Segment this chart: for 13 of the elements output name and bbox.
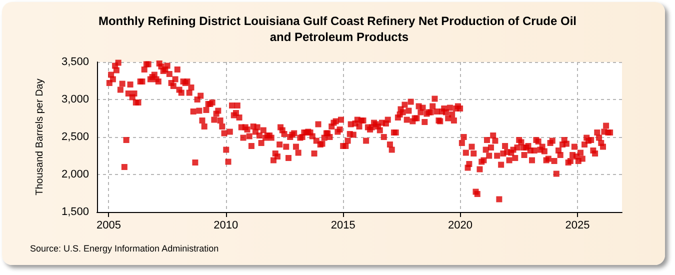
- chart-title: Monthly Refining District Louisiana Gulf Coast Refinery Net Production of Crude Oil and Petroleum Products: [98, 14, 577, 44]
- x-tick-label: 2010: [214, 220, 238, 232]
- x-tick-label: 2020: [448, 220, 473, 232]
- source-note: Source: U.S. Energy Information Administration: [30, 244, 219, 254]
- x-tick-label: 2015: [330, 220, 356, 232]
- y-tick-label: 2,000: [61, 168, 89, 180]
- y-tick-label: 2,500: [61, 131, 89, 143]
- x-tick-label: 2025: [565, 220, 590, 232]
- y-tick-label: 3,500: [61, 56, 89, 68]
- y-tick-label: 1,500: [61, 206, 89, 218]
- y-axis-title: Thousand Barrels per Day: [34, 78, 46, 196]
- y-tick-label: 3,000: [61, 94, 89, 106]
- x-tick-label: 2005: [96, 220, 121, 232]
